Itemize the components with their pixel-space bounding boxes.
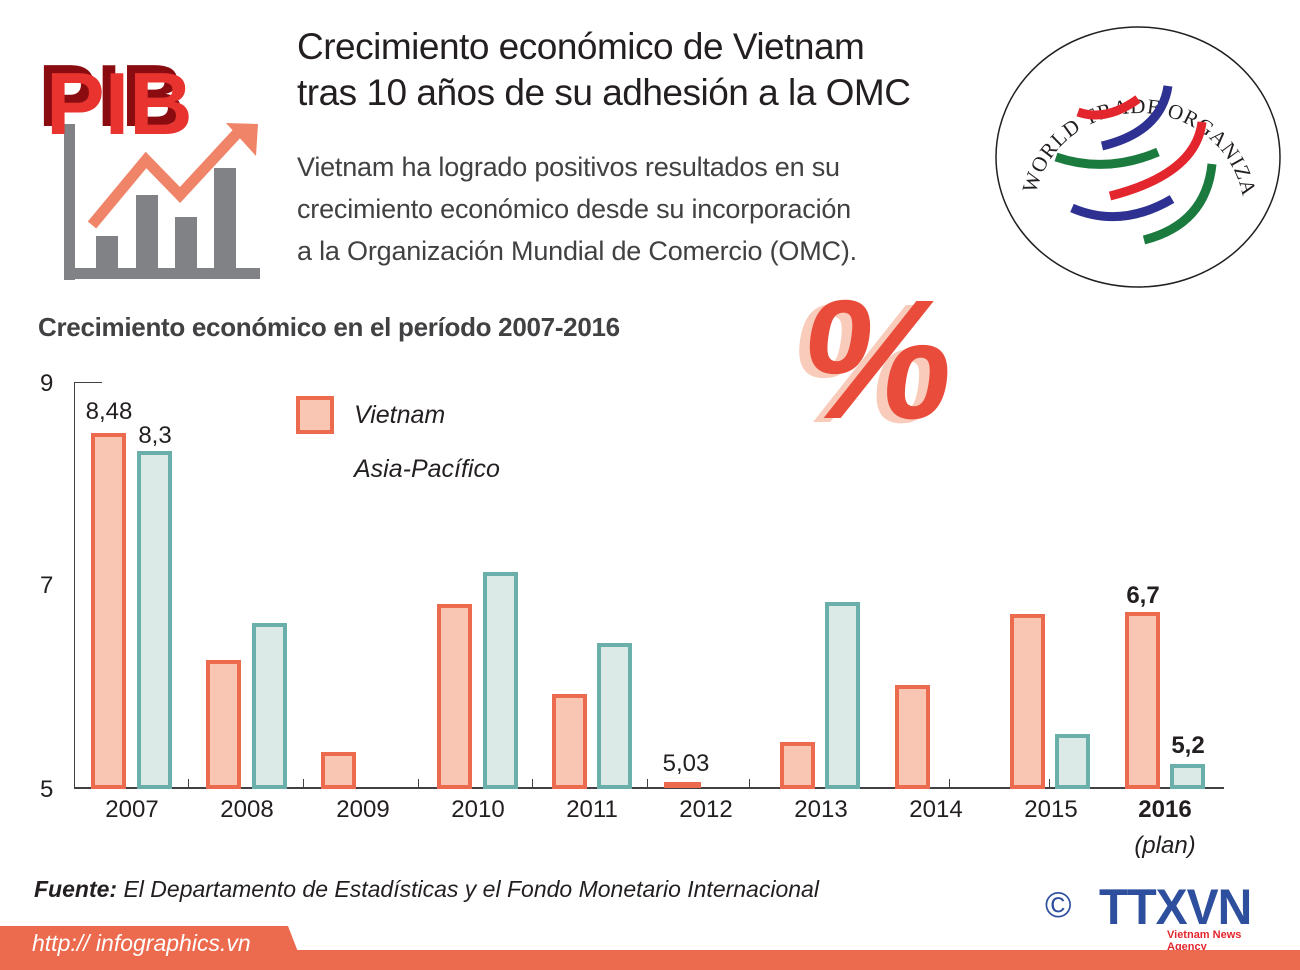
x-label-2013: 2013 — [794, 796, 848, 823]
pib-chart-icon: PIB PIB — [38, 46, 260, 280]
value-label-vietnam-2012: 5,03 — [662, 750, 710, 777]
bar-asia-2008 — [252, 623, 287, 789]
source-label: Fuente: — [34, 876, 118, 902]
page-subtitle: Vietnam ha logrado positivos resultados … — [297, 146, 857, 272]
wto-logo: WORLD TRADE ORGANIZATION — [978, 5, 1286, 294]
legend: Vietnam Asia-Pacífico — [296, 396, 536, 496]
y-tick-9: 9 — [40, 370, 54, 397]
agency-logo: © TTXVN Vietnam News Agency — [1045, 880, 1275, 953]
subtitle-line-3: a la Organización Mundial de Comercio (O… — [297, 236, 857, 266]
chart-title: Crecimiento económico en el período 2007… — [38, 312, 620, 342]
y-axis-top-tick — [74, 382, 102, 383]
x-axis — [74, 787, 1224, 789]
bar-asia-2013 — [825, 602, 860, 789]
percent-icon: % % — [779, 265, 976, 459]
x-label-2014: 2014 — [909, 796, 963, 823]
y-tick-7: 7 — [40, 572, 54, 599]
x-tick — [949, 779, 950, 788]
svg-text:%: % — [786, 282, 957, 447]
x-label-2016-note: (plan) — [1134, 832, 1196, 859]
footer-url-link[interactable]: http:// infographics.vn — [32, 930, 251, 956]
legend-label-vietnam: Vietnam — [354, 401, 446, 429]
svg-text:PIB: PIB — [46, 54, 193, 153]
page-title: Crecimiento económico de Vietnam tras 10… — [297, 24, 911, 116]
x-tick — [532, 779, 533, 788]
x-label-2007: 2007 — [105, 796, 159, 823]
x-tick — [1049, 779, 1050, 788]
x-label-2016: 2016 — [1138, 796, 1192, 823]
svg-text:PIB: PIB — [38, 46, 185, 145]
bar-asia-2007 — [137, 451, 172, 789]
x-label-2012: 2012 — [679, 796, 733, 823]
title-line-1: Crecimiento económico de Vietnam — [297, 26, 865, 67]
x-label-2009: 2009 — [336, 796, 390, 823]
x-label-2010: 2010 — [451, 796, 505, 823]
value-label-vietnam-2007: 8,48 — [85, 398, 133, 425]
legend-label-asia-pacific: Asia-Pacífico — [354, 455, 500, 483]
x-label-2015: 2015 — [1024, 796, 1078, 823]
bar-vietnam-2013 — [780, 742, 815, 789]
bar-vietnam-2011 — [552, 694, 587, 789]
bar-asia-2010 — [483, 572, 518, 789]
x-tick — [647, 779, 648, 788]
bar-vietnam-2009 — [321, 752, 356, 789]
x-label-2008: 2008 — [220, 796, 274, 823]
wto-globe-icon: WORLD TRADE ORGANIZATION — [978, 5, 1281, 288]
title-line-2: tras 10 años de su adhesión a la OMC — [297, 72, 911, 113]
subtitle-line-1: Vietnam ha logrado positivos resultados … — [297, 152, 840, 182]
footer-bar — [0, 950, 1300, 970]
y-axis — [74, 382, 75, 788]
pib-logo: PIB PIB — [30, 20, 270, 285]
bar-vietnam-2014 — [895, 685, 930, 789]
value-label-asia-2007: 8,3 — [138, 422, 172, 449]
bar-vietnam-2007 — [91, 433, 126, 789]
legend-swatch-vietnam — [296, 396, 334, 434]
x-label-2011: 2011 — [566, 796, 618, 823]
x-tick — [188, 779, 189, 788]
bar-asia-2011 — [597, 643, 632, 789]
x-tick — [303, 779, 304, 788]
value-label-asia-2016: 5,2 — [1171, 732, 1205, 759]
bar-vietnam-2015 — [1010, 614, 1045, 789]
svg-text:%: % — [790, 282, 968, 447]
bar-chart: 9 7 5 8,48 8,3 5,03 6,7 5,2 2007 2008 20 — [0, 360, 1300, 870]
value-label-vietnam-2016: 6,7 — [1126, 582, 1160, 609]
bar-vietnam-2016 — [1125, 612, 1160, 789]
source-note: Fuente: El Departamento de Estadísticas … — [34, 876, 819, 903]
bar-asia-2015 — [1055, 734, 1090, 789]
y-tick-5: 5 — [40, 776, 54, 803]
x-tick — [749, 779, 750, 788]
footer-tab — [0, 926, 305, 970]
agency-logo-text: TTXVN — [1099, 879, 1252, 936]
x-tick — [418, 779, 419, 788]
bar-asia-2016 — [1170, 764, 1205, 789]
bar-vietnam-2010 — [437, 604, 472, 789]
source-text: El Departamento de Estadísticas y el Fon… — [123, 876, 819, 902]
bar-vietnam-2012 — [664, 782, 701, 788]
bar-vietnam-2008 — [206, 660, 241, 789]
subtitle-line-2: crecimiento económico desde su incorpora… — [297, 194, 851, 224]
copyright-icon: © — [1045, 884, 1072, 925]
